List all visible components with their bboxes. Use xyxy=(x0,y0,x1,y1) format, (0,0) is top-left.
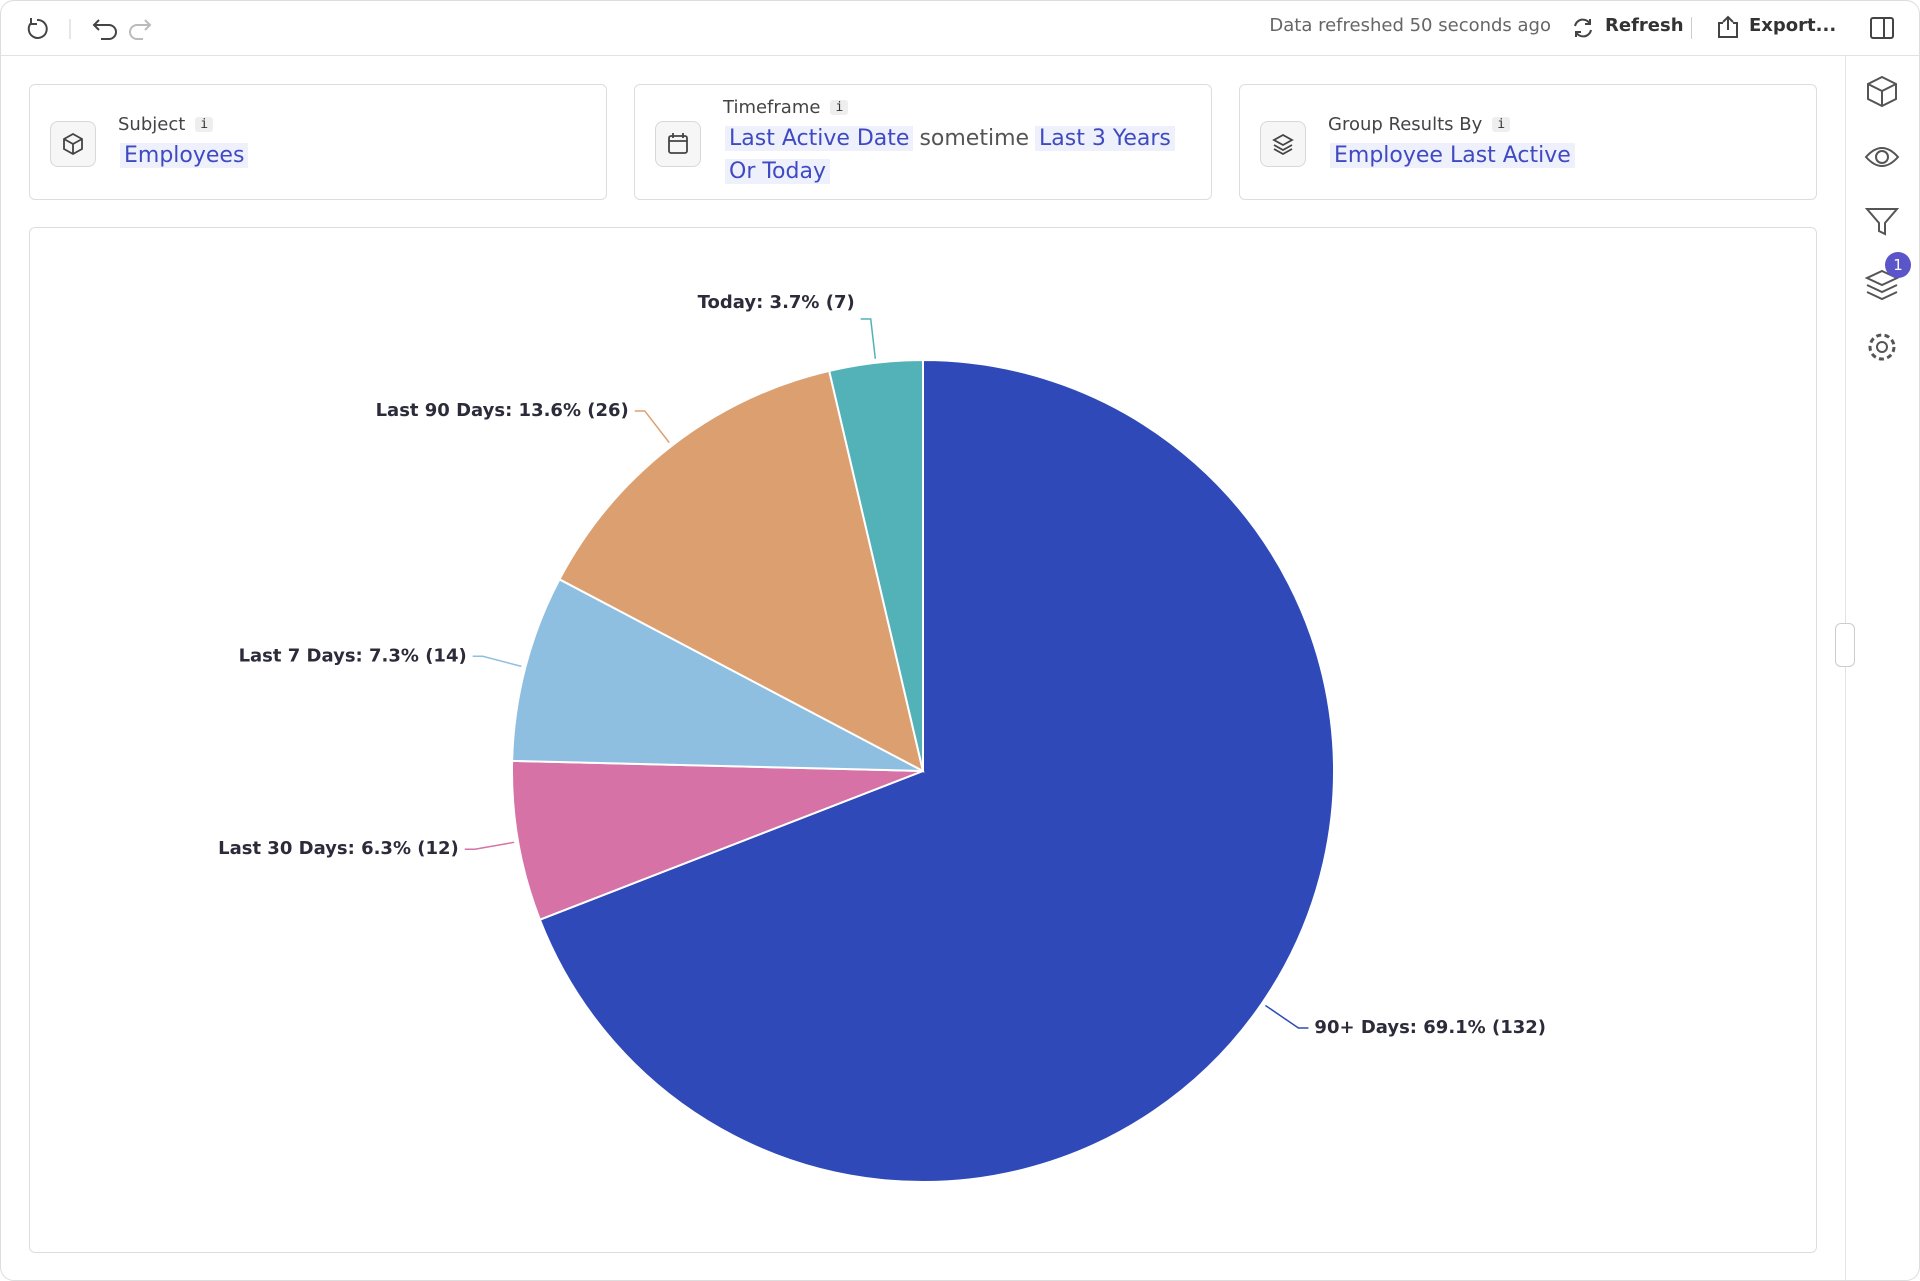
panel-toggle[interactable] xyxy=(1869,15,1895,41)
refresh-icon[interactable] xyxy=(1571,16,1595,40)
export-button[interactable]: Export... xyxy=(1749,15,1837,36)
cube-icon[interactable] xyxy=(1867,75,1897,108)
eye-icon[interactable] xyxy=(1864,147,1900,167)
leader-line xyxy=(634,410,670,444)
chart-panel: 90+ Days: 69.1% (132) Last 30 Days: 6.3% … xyxy=(29,227,1817,1253)
field-value[interactable]: Last Active Date xyxy=(725,126,914,151)
eye-pupil xyxy=(1875,150,1889,164)
card-label: Timeframe i xyxy=(723,97,849,118)
operator[interactable]: sometime xyxy=(919,126,1030,151)
data-label: Last 90 Days: 13.6% (26) xyxy=(376,400,629,421)
pie-slice xyxy=(538,358,1335,1183)
resize-handle[interactable] xyxy=(1835,623,1855,667)
divider xyxy=(1691,17,1692,39)
data-label: Today: 3.7% (7) xyxy=(698,292,855,313)
data-label: Last 7 Days: 7.3% (14) xyxy=(239,645,467,666)
leader-line xyxy=(472,655,522,668)
pie-slice xyxy=(511,759,924,921)
leader-line xyxy=(1265,1004,1309,1029)
settings-icon[interactable] xyxy=(1876,341,1888,353)
info-icon[interactable]: i xyxy=(195,117,214,132)
sidebar-icons[interactable] xyxy=(1864,71,1904,371)
refresh-button[interactable]: Refresh xyxy=(1605,15,1684,36)
leader-line xyxy=(464,841,515,850)
label-text: Subject xyxy=(118,114,186,135)
sidebar-divider xyxy=(1845,55,1846,1280)
info-icon[interactable]: i xyxy=(1492,117,1511,132)
history-controls[interactable] xyxy=(25,15,175,43)
chart: 90+ Days: 69.1% (132) Last 30 Days: 6.3% … xyxy=(218,292,1546,1183)
group-card[interactable]: Group Results By i Employee Last Active xyxy=(1239,84,1817,200)
toolbar: Data refreshed 50 seconds ago Refresh Ex… xyxy=(1,1,1919,56)
filter-icon[interactable] xyxy=(1864,208,1900,236)
group-value[interactable]: Employee Last Active xyxy=(1330,143,1575,168)
reload-icon[interactable] xyxy=(27,18,48,39)
subject-card[interactable]: Subject i Employees xyxy=(29,84,607,200)
layers-badge: 1 xyxy=(1885,252,1911,278)
card-value: Employee Last Active xyxy=(1330,139,1575,172)
info-icon[interactable]: i xyxy=(830,100,849,115)
leader-line xyxy=(860,318,877,359)
data-label: 90+ Days: 69.1% (132) xyxy=(1314,1017,1546,1038)
calendar-icon xyxy=(655,121,701,167)
redo-icon[interactable] xyxy=(129,19,152,40)
cube-icon xyxy=(50,121,96,167)
card-label: Subject i xyxy=(118,114,214,135)
undo-icon[interactable] xyxy=(92,19,117,40)
pie-slice xyxy=(827,358,924,772)
timeframe-card[interactable]: Timeframe i Last Active Date sometime Last … xyxy=(634,84,1212,200)
label-text: Timeframe xyxy=(723,97,821,118)
card-value: Last Active Date sometime Last 3 Years Or … xyxy=(725,122,1195,188)
label-text: Group Results By xyxy=(1328,114,1483,135)
pie-slice xyxy=(511,577,924,772)
subject-value[interactable]: Employees xyxy=(120,143,249,168)
export-icon[interactable] xyxy=(1715,14,1741,40)
card-label: Group Results By i xyxy=(1328,114,1511,135)
data-label: Last 30 Days: 6.3% (12) xyxy=(218,838,459,859)
layers-icon xyxy=(1260,121,1306,167)
settings-gear xyxy=(1868,333,1896,361)
pie-slice xyxy=(558,369,925,773)
refresh-status: Data refreshed 50 seconds ago xyxy=(1269,15,1551,36)
card-value: Employees xyxy=(120,139,249,172)
